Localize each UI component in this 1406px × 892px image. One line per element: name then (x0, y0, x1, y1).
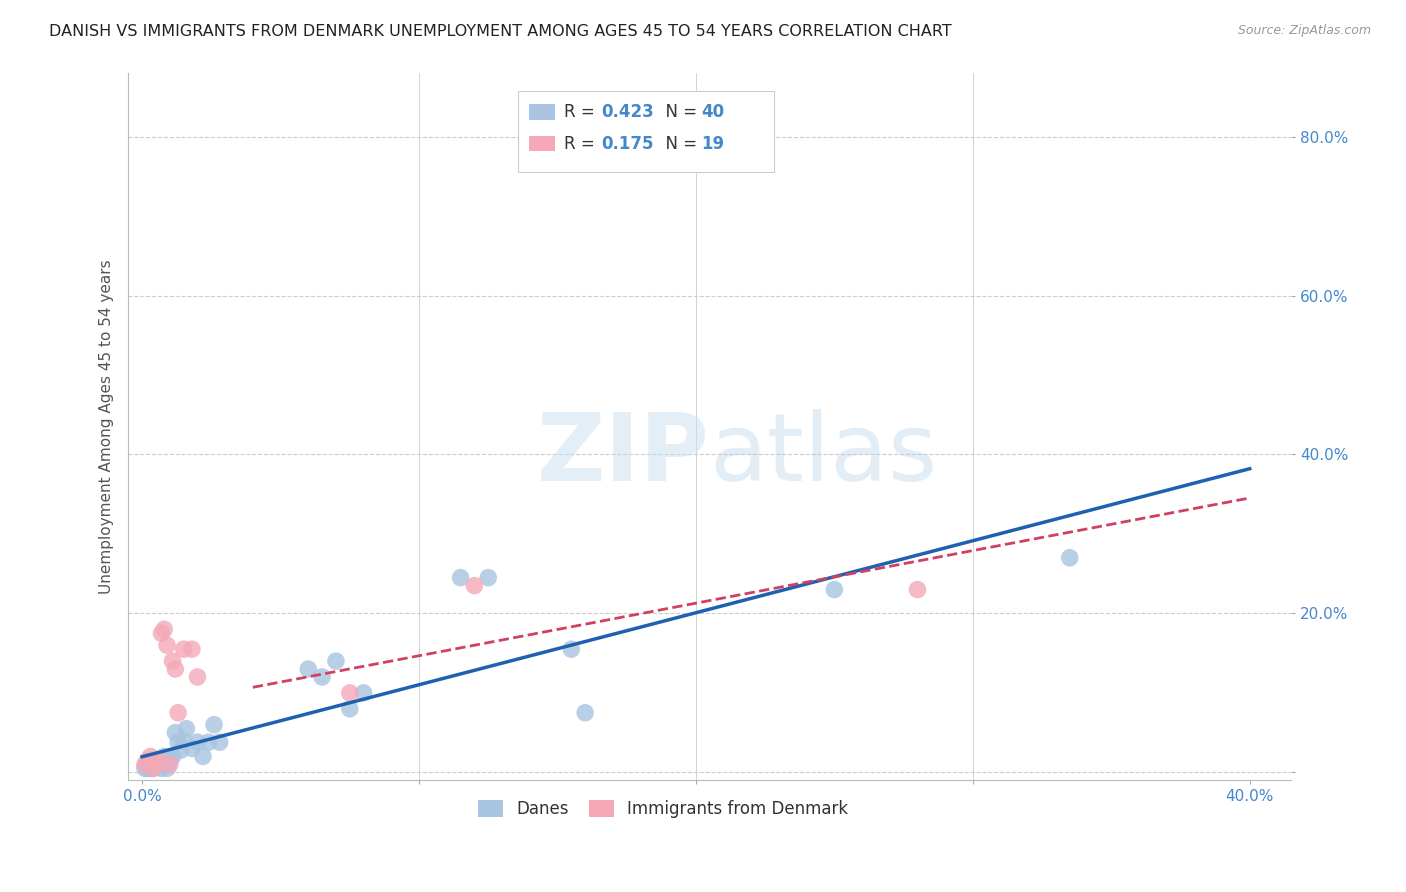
Point (325, 654, 347, 668)
Point (136, 761, 159, 775)
Point (136, 754, 159, 768)
Point (181, 642, 204, 657)
Point (202, 717, 225, 731)
Point (170, 743, 193, 757)
Point (339, 686, 361, 700)
Point (162, 654, 184, 668)
Text: 40: 40 (702, 103, 724, 121)
Point (142, 757, 165, 772)
Point (173, 733, 195, 747)
Text: 19: 19 (702, 135, 724, 153)
Point (162, 749, 184, 764)
Point (167, 706, 190, 720)
Point (1059, 550, 1081, 565)
Point (208, 735, 231, 749)
Text: 0.423: 0.423 (602, 103, 654, 121)
Point (148, 754, 170, 768)
Point (150, 757, 173, 772)
Point (150, 761, 173, 775)
Point (145, 757, 167, 772)
Point (907, 582, 929, 597)
Text: R =: R = (564, 103, 600, 121)
Text: Source: ZipAtlas.com: Source: ZipAtlas.com (1237, 24, 1371, 37)
Point (186, 735, 208, 749)
Point (139, 749, 162, 764)
Point (139, 757, 162, 772)
Point (134, 757, 156, 772)
Point (153, 749, 176, 764)
Point (153, 754, 176, 768)
Text: DANISH VS IMMIGRANTS FROM DENMARK UNEMPLOYMENT AMONG AGES 45 TO 54 YEARS CORRELA: DANISH VS IMMIGRANTS FROM DENMARK UNEMPL… (49, 24, 952, 39)
Point (148, 757, 170, 772)
Point (156, 761, 179, 775)
Text: N =: N = (655, 135, 703, 153)
Point (197, 735, 219, 749)
Point (297, 662, 319, 676)
Y-axis label: Unemployment Among Ages 45 to 54 years: Unemployment Among Ages 45 to 54 years (100, 260, 114, 594)
Point (353, 686, 375, 700)
Point (574, 706, 596, 720)
Point (142, 761, 165, 775)
FancyBboxPatch shape (530, 104, 555, 120)
Point (159, 754, 181, 768)
Text: 0.175: 0.175 (602, 135, 654, 153)
Point (191, 749, 214, 764)
Point (560, 642, 582, 657)
Point (463, 578, 485, 592)
Point (148, 754, 170, 768)
Point (165, 725, 187, 739)
Point (156, 638, 179, 652)
Point (450, 571, 472, 585)
Point (339, 702, 361, 716)
Legend: Danes, Immigrants from Denmark: Danes, Immigrants from Denmark (471, 794, 855, 825)
Point (176, 722, 198, 736)
Point (136, 757, 159, 772)
Text: R =: R = (564, 135, 600, 153)
Point (134, 761, 156, 775)
Point (311, 670, 333, 684)
Point (142, 761, 165, 775)
Point (145, 757, 167, 772)
Point (145, 754, 167, 768)
Point (477, 571, 499, 585)
Point (823, 582, 845, 597)
Point (139, 761, 162, 775)
FancyBboxPatch shape (517, 91, 773, 172)
Text: ZIP: ZIP (537, 409, 710, 501)
Text: atlas: atlas (710, 409, 938, 501)
Point (159, 757, 181, 772)
Text: N =: N = (655, 103, 703, 121)
FancyBboxPatch shape (530, 136, 555, 152)
Point (181, 741, 204, 756)
Point (173, 642, 195, 657)
Point (186, 670, 208, 684)
Point (153, 622, 176, 636)
Point (150, 626, 173, 640)
Point (165, 662, 187, 676)
Point (167, 735, 190, 749)
